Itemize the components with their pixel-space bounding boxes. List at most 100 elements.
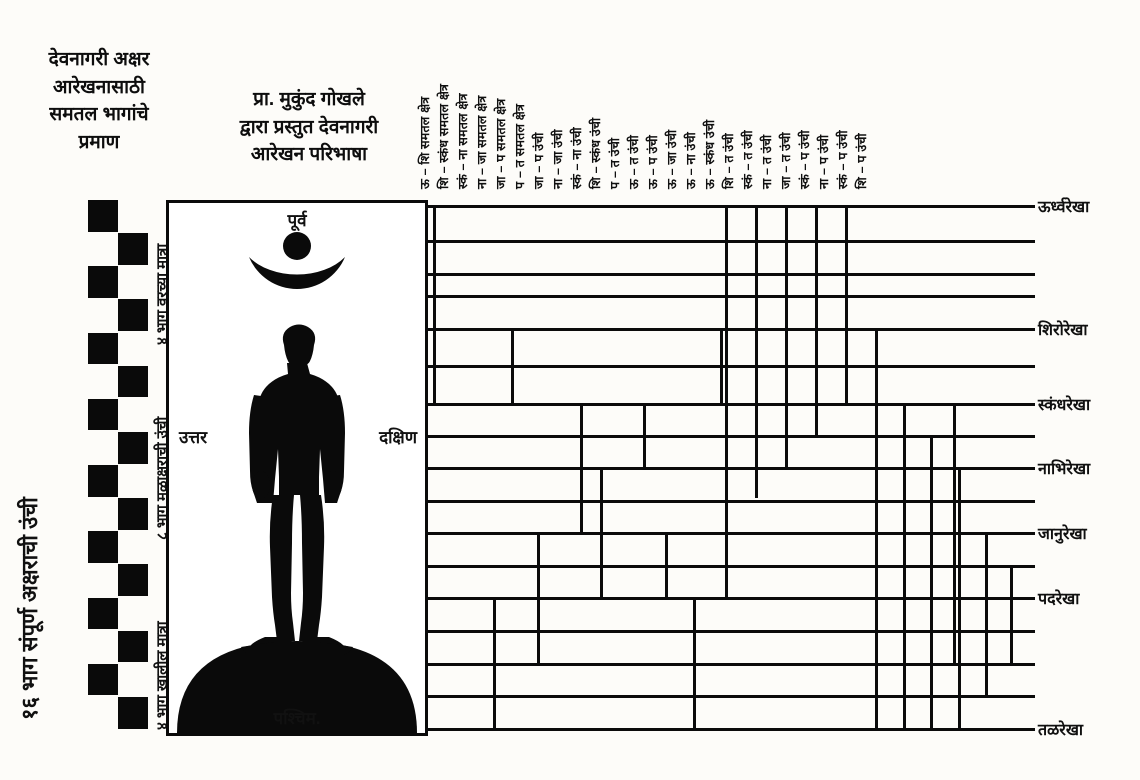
pedestal-icon (241, 642, 353, 656)
grid-measure-bracket (433, 205, 436, 403)
grid-measure-bracket (985, 532, 988, 698)
grid-measure-bracket (953, 403, 956, 666)
figure-label-south: दक्षिण (379, 428, 417, 447)
grid-row-label: नाभिरेखा (1038, 461, 1091, 478)
earth-dome-icon (177, 641, 417, 733)
grid-column-label: ना – जा उंची (551, 129, 565, 189)
grid-horizontal-line (425, 295, 1035, 298)
grid-column-label: शि – प उंची (855, 133, 869, 189)
grid-horizontal-line (425, 663, 1035, 666)
grid-column-label: ऊ – त उंची (627, 135, 641, 189)
grid-horizontal-line (425, 205, 1035, 208)
grid-row-label: शिरोरेखा (1038, 322, 1088, 339)
middle-panel-title: प्रा. मुकुंद गोखले द्वारा प्रस्तुत देवना… (239, 89, 379, 166)
grid-column-label: ना – प उंची (817, 134, 831, 189)
grid-measure-bracket (1010, 565, 1013, 666)
checker-cell (88, 663, 118, 696)
grid-column-label: प – त समतल क्षेत्र (513, 103, 527, 189)
grid-column-label: स्कं – ना समतल क्षेत्र (456, 93, 470, 189)
figure-label-east: पूर्व (287, 211, 307, 230)
grid-measure-bracket (845, 205, 848, 406)
grid-measure-bracket (511, 328, 514, 403)
sun-dot-icon (283, 232, 311, 260)
grid-measure-bracket (693, 597, 696, 731)
grid-column-label: जा – प समतल क्षेत्र (494, 98, 508, 189)
grid-measure-bracket (930, 435, 933, 731)
grid-column-label: प – त उंची (608, 137, 622, 189)
crescent-icon (249, 257, 345, 289)
figure-label-north: उत्तर (179, 428, 208, 447)
grid-horizontal-line (425, 467, 1035, 470)
grid-column-label: जा – प उंची (532, 132, 546, 189)
grid-column-label: शि – स्कंध समतल क्षेत्र (437, 83, 451, 189)
grid-column-label: शि – त उंची (722, 133, 736, 189)
grid-horizontal-line (425, 273, 1035, 276)
grid-column-label: शि – स्कंध उंची (589, 117, 603, 189)
checker-cell (88, 200, 118, 232)
grid-row-label: तळरेखा (1038, 722, 1084, 739)
grid-row-label: ऊर्ध्वरेखा (1038, 199, 1090, 216)
grid-horizontal-line (425, 532, 1035, 535)
grid-column-label: स्कं – प उंची (836, 130, 850, 189)
grid-column-label: ऊ – शि समतल क्षेत्र (418, 96, 432, 189)
grid-horizontal-line (425, 403, 1035, 406)
checker-cell (118, 365, 148, 398)
grid-measure-bracket (875, 328, 878, 731)
grid-measure-bracket (643, 403, 646, 470)
checker-cell (118, 299, 148, 331)
checkerboard-scale (88, 200, 148, 730)
grid-measure-bracket (725, 205, 728, 598)
checker-cell (88, 398, 118, 431)
human-silhouette-icon (249, 324, 345, 650)
proportion-grid (425, 195, 1035, 740)
checker-cell (118, 498, 148, 530)
grid-column-label: ना – त उंची (760, 134, 774, 189)
grid-horizontal-line (425, 565, 1035, 568)
grid-horizontal-line (425, 500, 1035, 503)
checker-cell (88, 465, 118, 497)
grid-horizontal-line (425, 630, 1035, 633)
grid-measure-bracket (665, 532, 668, 598)
grid-horizontal-line (425, 728, 1035, 731)
grid-measure-bracket (815, 205, 818, 438)
grid-measure-bracket (600, 467, 603, 598)
grid-horizontal-line (425, 597, 1035, 600)
grid-measure-bracket (785, 205, 788, 470)
checker-cell (118, 431, 148, 464)
checker-cell (118, 564, 148, 596)
grid-horizontal-line (425, 695, 1035, 698)
grid-row-label: पदरेखा (1038, 591, 1080, 608)
grid-column-label: ना – जा समतल क्षेत्र (475, 95, 489, 189)
checker-cell (88, 266, 118, 298)
grid-row-label: स्कंधरेखा (1038, 397, 1091, 414)
grid-horizontal-line (425, 365, 1035, 368)
figure-label-west: पश्चिम. (273, 709, 321, 728)
grid-measure-bracket (537, 532, 540, 663)
figure-illustration (177, 232, 417, 733)
checker-cell (88, 531, 118, 563)
grid-column-label: ऊ – प उंची (646, 135, 660, 189)
grid-column-label: स्कं – त उंची (741, 130, 755, 189)
orientation-figure-panel: पूर्व उत्तर दक्षिण पश्चिम. (166, 200, 428, 736)
scale-total-label: १६ भाग संपूर्ण अक्षराची उंची (17, 497, 42, 720)
grid-measure-bracket (958, 467, 961, 731)
grid-column-label: स्कं – प उंची (798, 130, 812, 189)
grid-horizontal-line (425, 328, 1035, 331)
left-panel-title: देवनागरी अक्षर आरेखनासाठी समतल भागांचे प… (48, 49, 150, 153)
grid-column-label: ऊ – जा उंची (665, 129, 679, 189)
grid-measure-bracket (720, 328, 723, 403)
checker-cell (118, 630, 148, 663)
grid-row-label: जानुरेखा (1038, 526, 1087, 543)
grid-measure-bracket (493, 597, 496, 731)
grid-column-label: ऊ – ना उंची (684, 132, 698, 189)
checker-cell (88, 597, 118, 630)
grid-horizontal-line (425, 435, 1035, 438)
grid-column-label: स्कं – ना उंची (570, 127, 584, 189)
grid-measure-bracket (580, 403, 583, 535)
grid-column-label: ऊ – स्कंध उंची (703, 119, 717, 189)
checker-cell (118, 233, 148, 265)
grid-measure-bracket (755, 205, 758, 498)
checker-cell (88, 332, 118, 365)
grid-column-label: जा – त उंची (779, 132, 793, 189)
